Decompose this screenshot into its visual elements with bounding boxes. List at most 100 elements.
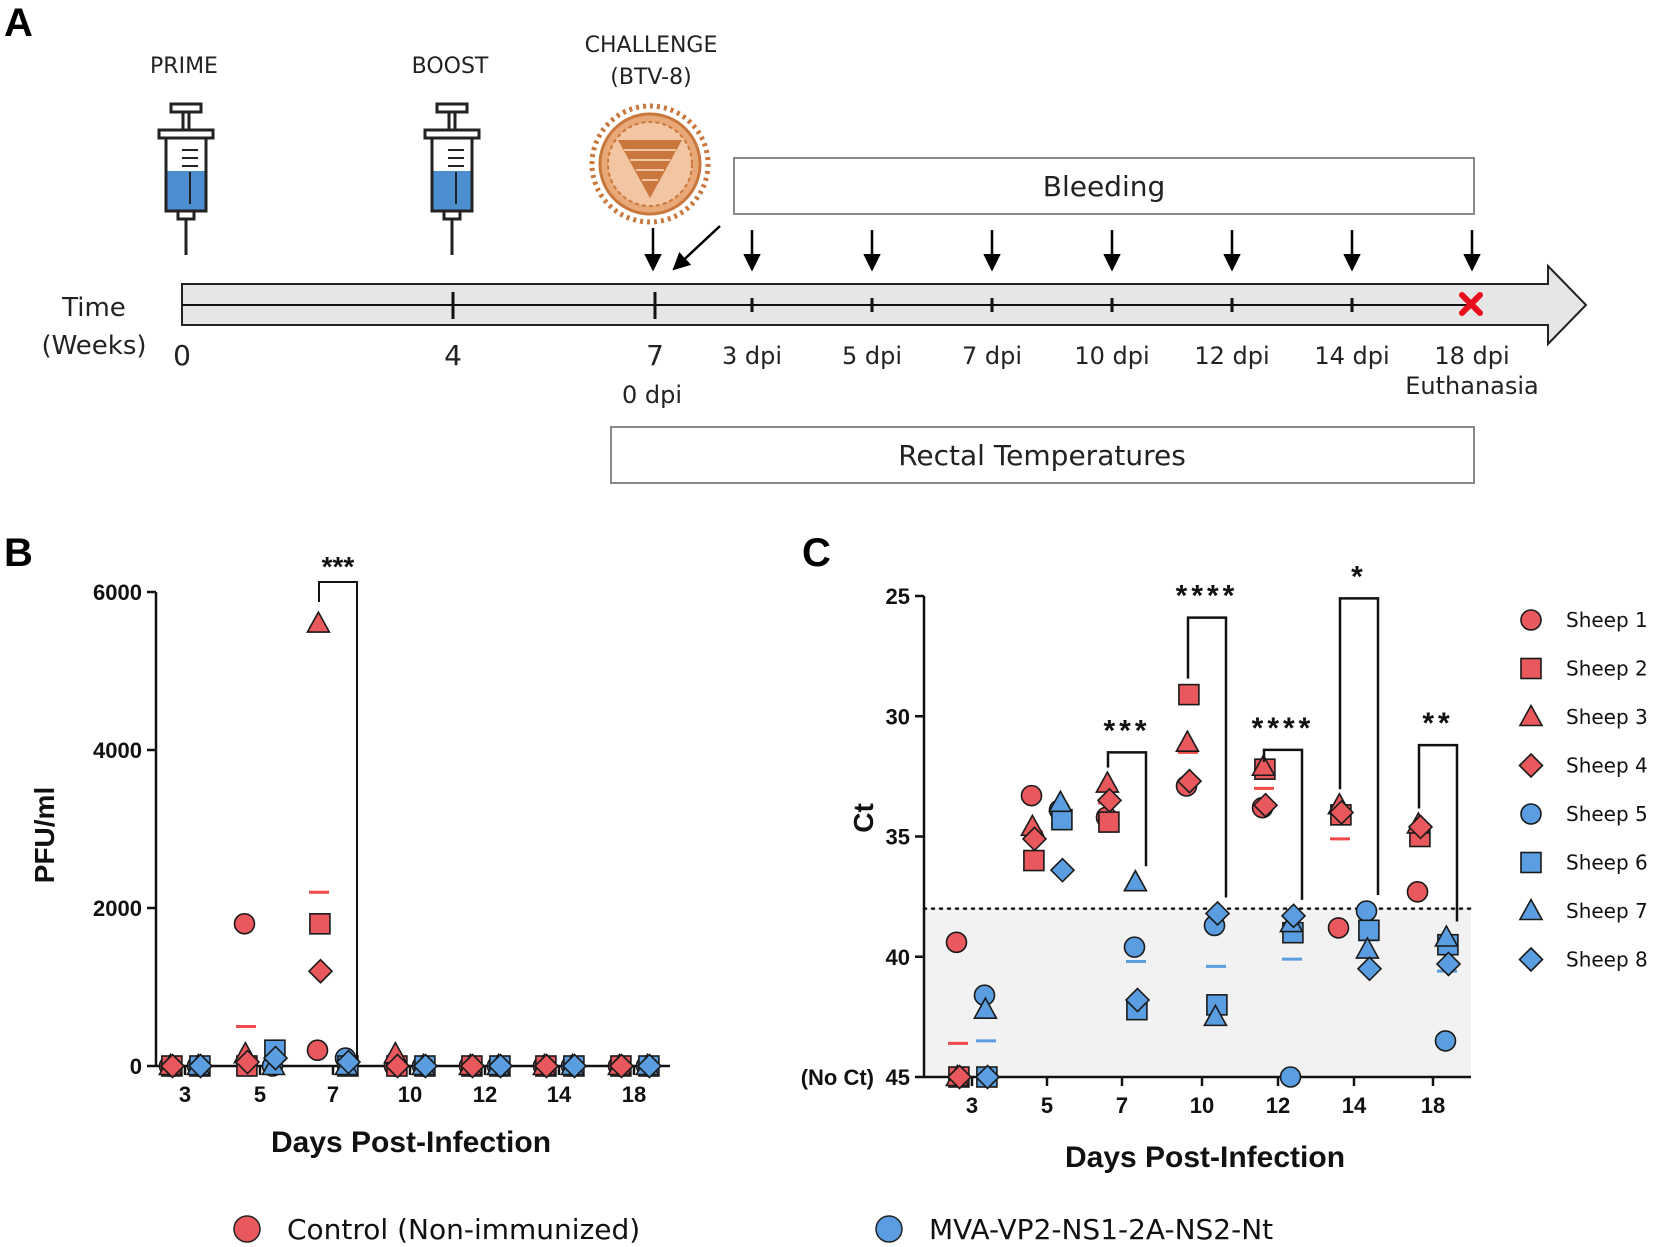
x-tick-label: 5 [1041, 1093, 1053, 1118]
time-label: Time [61, 293, 126, 323]
data-point-square [1178, 683, 1200, 706]
y-tick-label: 40 [886, 945, 910, 970]
data-point-diamond [1252, 792, 1279, 818]
below-cutoff-shading [924, 908, 1471, 1077]
x-tick-label: 10 [1190, 1093, 1214, 1118]
data-point-diamond [384, 1053, 411, 1079]
weeks-label: (Weeks) [41, 331, 146, 361]
data-point-diamond [262, 1045, 289, 1071]
y-tick-label: 2000 [93, 896, 142, 921]
y-tick-label: 4000 [93, 738, 142, 763]
y-tick-label: 30 [886, 704, 910, 729]
data-point-diamond [1435, 951, 1462, 977]
data-point-diamond [487, 1053, 514, 1079]
legend-marker-diamond [1518, 752, 1544, 779]
x-tick-label: 14 [1342, 1093, 1367, 1118]
data-point-circle [1406, 881, 1429, 903]
legend-label: Sheep 5 [1566, 802, 1648, 826]
significance-bracket [1106, 751, 1148, 867]
dpi-tick-label: 10 dpi [1074, 342, 1149, 370]
data-point-diamond [1124, 987, 1151, 1013]
legend-marker-circle [1520, 803, 1542, 825]
x-tick-label: 3 [179, 1082, 191, 1107]
data-point-triangle [1048, 789, 1073, 813]
dpi-labels: 3 dpi 5 dpi 7 dpi 10 dpi 12 dpi 14 dpi 18 dpi [722, 342, 1510, 370]
boost-label: BOOST [412, 54, 489, 79]
data-point-square [1358, 919, 1380, 942]
data-point-circle [1279, 1066, 1302, 1088]
x-tick-label: 18 [1421, 1093, 1445, 1118]
data-point-diamond [636, 1053, 663, 1079]
data-point-square [1023, 849, 1045, 872]
x-tick-label: 10 [398, 1082, 422, 1107]
legend-marker-square [1520, 657, 1542, 680]
week-tick-label: 4 [444, 339, 462, 372]
panel-letter-b: B [4, 531, 33, 575]
panel-letter-c: C [802, 531, 831, 575]
significance-bracket [1417, 743, 1459, 922]
legend-control-marker [233, 1215, 261, 1243]
significance-bracket [1338, 597, 1380, 896]
data-point-diamond [159, 1053, 186, 1079]
challenge-strain-label: (BTV-8) [610, 65, 691, 90]
virus-icon [589, 103, 711, 225]
legend-marker-triangle [1518, 703, 1544, 727]
data-point-diamond [1204, 900, 1231, 927]
sampling-arrows [644, 225, 1481, 272]
legend-control-label: Control (Non-immunized) [287, 1213, 640, 1246]
x-tick-label: 12 [473, 1082, 497, 1107]
data-point-diamond [561, 1053, 588, 1079]
y-tick-label: 0 [130, 1054, 142, 1079]
data-point-diamond [1356, 956, 1383, 982]
data-point-diamond [459, 1053, 486, 1079]
data-point-square [309, 912, 331, 935]
legend-mva-marker [875, 1215, 903, 1243]
syringe-icon [157, 102, 215, 255]
legend-label: Sheep 8 [1566, 948, 1648, 972]
significance-label: ** [1422, 707, 1453, 740]
panel-b-points [158, 610, 663, 1079]
y-tick-label: 6000 [93, 580, 142, 605]
bleeding-label: Bleeding [1043, 170, 1166, 203]
data-point-circle [1327, 917, 1350, 939]
data-point-diamond [1176, 768, 1203, 794]
week-ticks [451, 292, 657, 319]
legend-label: Sheep 3 [1566, 705, 1648, 729]
significance-label: **** [1176, 580, 1239, 613]
legend-mva-label: MVA-VP2-NS1-2A-NS2-Nt [929, 1213, 1273, 1246]
week-labels: 0 4 7 [173, 339, 664, 372]
rectal-temperatures-box [610, 426, 1475, 484]
dpi-tick-label: 14 dpi [1314, 342, 1389, 370]
x-tick-label: 7 [327, 1082, 339, 1107]
y-tick-label: 25 [886, 584, 910, 609]
significance-label: *** [322, 551, 355, 582]
data-point-circle [233, 912, 256, 935]
panel-c-below-cutoff-region [922, 907, 1473, 1077]
legend-label: Sheep 6 [1566, 851, 1648, 875]
x-tick-label: 14 [547, 1082, 572, 1107]
y-tick-label: 35 [886, 825, 910, 850]
data-point-diamond [1328, 799, 1355, 826]
data-point-triangle [1203, 1003, 1228, 1027]
panel-b-significance: *** [318, 551, 358, 1060]
panel-b-means [236, 890, 329, 1028]
data-point-triangle [1355, 936, 1380, 959]
significance-label: * [1351, 560, 1367, 593]
data-point-circle [1355, 900, 1378, 922]
euthanasia-cross-icon [1459, 292, 1483, 316]
panel-c-legend: Sheep 1 Sheep 2 Sheep 3 Sheep 4 Sheep 5 Sheep… [1518, 608, 1648, 973]
panel-a: A PRIME BOOST [4, 1, 1588, 484]
panel-c-significance: ************** [1103, 560, 1459, 922]
challenge-label: CHALLENGE [585, 33, 718, 58]
panel-c-points [945, 683, 1462, 1090]
x-tick-label: 5 [254, 1082, 266, 1107]
no-ct-label: (No Ct) [801, 1065, 874, 1090]
data-point-triangle [1175, 729, 1200, 753]
syringe-fluid [167, 171, 205, 210]
data-point-diamond [307, 958, 334, 984]
significance-label: *** [1103, 714, 1150, 747]
data-point-diamond [1096, 787, 1123, 814]
dpi-tick-label: 7 dpi [962, 342, 1022, 370]
